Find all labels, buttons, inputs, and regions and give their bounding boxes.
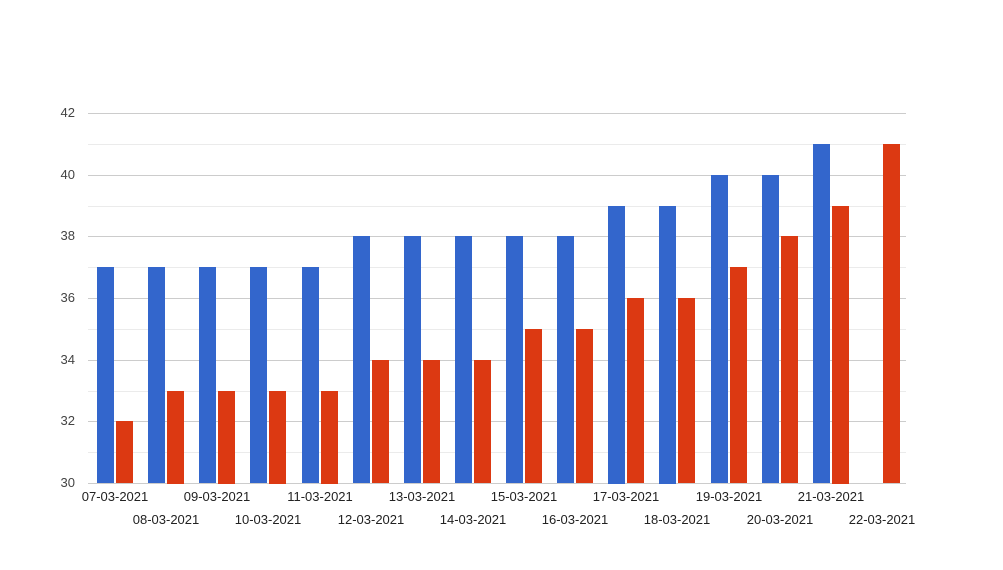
major-gridline <box>88 113 906 114</box>
x-axis-label: 14-03-2021 <box>439 512 507 527</box>
x-axis-label: 18-03-2021 <box>643 512 711 527</box>
y-axis-label: 34 <box>60 352 75 367</box>
y-axis-label: 36 <box>60 290 75 305</box>
red-series-bar[interactable] <box>627 298 644 483</box>
y-axis-label: 32 <box>60 413 75 428</box>
x-axis-label: 22-03-2021 <box>848 512 916 527</box>
red-series-bar[interactable] <box>525 329 542 483</box>
major-gridline <box>88 483 906 484</box>
blue-series-bar[interactable] <box>404 236 421 483</box>
blue-series-bar[interactable] <box>250 267 267 483</box>
x-axis-label: 08-03-2021 <box>132 512 200 527</box>
minor-gridline <box>88 267 906 268</box>
red-series-bar[interactable] <box>116 421 133 483</box>
blue-series-bar[interactable] <box>353 236 370 483</box>
y-axis-label: 40 <box>60 167 75 182</box>
major-gridline <box>88 175 906 176</box>
x-axis-label: 07-03-2021 <box>81 489 149 504</box>
major-gridline <box>88 421 906 422</box>
red-series-bar[interactable] <box>730 267 747 483</box>
x-axis-label: 15-03-2021 <box>490 489 558 504</box>
blue-series-bar[interactable] <box>711 175 728 483</box>
y-axis-label: 38 <box>60 228 75 243</box>
red-series-bar[interactable] <box>678 298 695 483</box>
blue-series-bar[interactable] <box>199 267 216 483</box>
major-gridline <box>88 236 906 237</box>
red-series-bar[interactable] <box>576 329 593 483</box>
x-axis-label: 12-03-2021 <box>337 512 405 527</box>
x-axis-label: 09-03-2021 <box>183 489 251 504</box>
red-series-bar[interactable] <box>372 360 389 483</box>
blue-series-bar[interactable] <box>302 267 319 483</box>
x-axis-label: 20-03-2021 <box>746 512 814 527</box>
blue-series-bar[interactable] <box>557 236 574 483</box>
minor-gridline <box>88 391 906 392</box>
red-series-bar[interactable] <box>474 360 491 483</box>
major-gridline <box>88 298 906 299</box>
blue-series-bar[interactable] <box>659 206 676 484</box>
x-axis-label: 10-03-2021 <box>234 512 302 527</box>
x-axis-label: 17-03-2021 <box>592 489 660 504</box>
x-axis-label: 21-03-2021 <box>797 489 865 504</box>
minor-gridline <box>88 452 906 453</box>
red-series-bar[interactable] <box>423 360 440 483</box>
major-gridline <box>88 360 906 361</box>
x-axis-label: 13-03-2021 <box>388 489 456 504</box>
red-series-bar[interactable] <box>883 144 900 483</box>
minor-gridline <box>88 206 906 207</box>
minor-gridline <box>88 329 906 330</box>
x-axis-label: 16-03-2021 <box>541 512 609 527</box>
red-series-bar[interactable] <box>269 391 286 484</box>
blue-series-bar[interactable] <box>762 175 779 483</box>
red-series-bar[interactable] <box>832 206 849 484</box>
blue-series-bar[interactable] <box>455 236 472 483</box>
blue-series-bar[interactable] <box>608 206 625 484</box>
red-series-bar[interactable] <box>321 391 338 484</box>
x-axis-label: 11-03-2021 <box>287 489 353 504</box>
x-axis-label: 19-03-2021 <box>695 489 763 504</box>
y-axis-label: 30 <box>60 475 75 490</box>
blue-series-bar[interactable] <box>97 267 114 483</box>
red-series-bar[interactable] <box>781 236 798 483</box>
blue-series-bar[interactable] <box>506 236 523 483</box>
minor-gridline <box>88 144 906 145</box>
blue-series-bar[interactable] <box>148 267 165 483</box>
red-series-bar[interactable] <box>218 391 235 484</box>
y-axis-label: 42 <box>60 105 75 120</box>
red-series-bar[interactable] <box>167 391 184 484</box>
blue-series-bar[interactable] <box>813 144 830 483</box>
plot-area <box>88 113 906 484</box>
